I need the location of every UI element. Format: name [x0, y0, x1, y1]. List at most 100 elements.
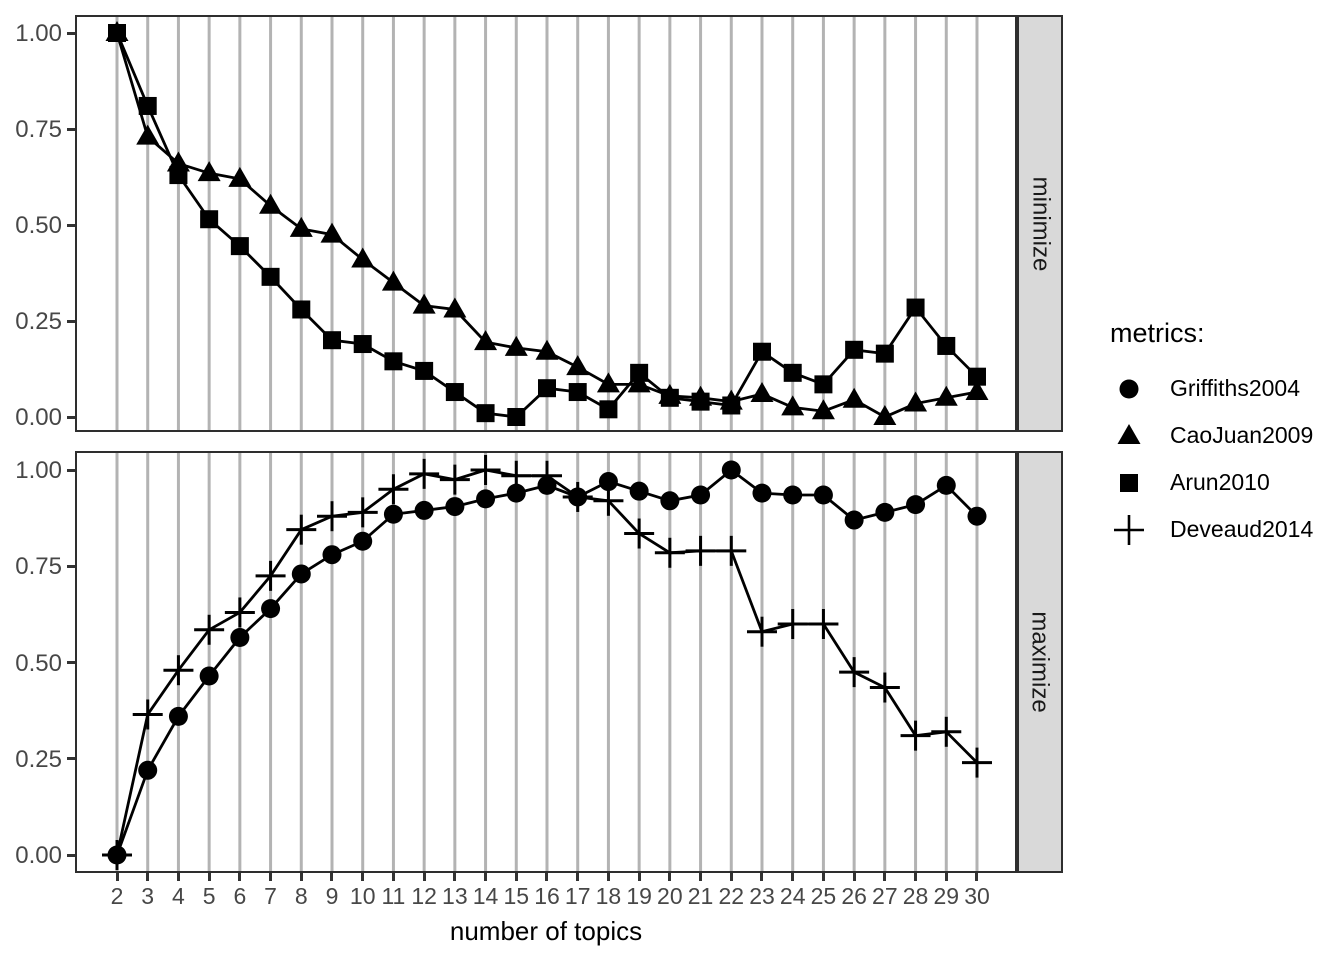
- y-axis-tick: [67, 853, 75, 857]
- x-axis-tick-label: 15: [503, 883, 530, 909]
- x-axis-tick-label: 24: [779, 883, 806, 909]
- y-axis-tick: [67, 564, 75, 568]
- legend: metrics: Griffiths2004 CaoJuan2009: [1093, 318, 1343, 553]
- triangle-marker: [904, 391, 928, 412]
- triangle-marker: [535, 339, 559, 360]
- x-axis-tick-label: 11: [381, 883, 406, 909]
- facet-strip-minimize: minimize: [1017, 15, 1063, 432]
- y-axis-tick-label: 0.25: [15, 308, 62, 335]
- triangle-marker: [842, 387, 866, 408]
- x-axis-tick: [299, 873, 303, 881]
- square-marker: [537, 379, 556, 398]
- y-axis-tick: [67, 31, 75, 35]
- y-axis-tick-label: 1.00: [15, 457, 62, 484]
- triangle-marker: [627, 372, 651, 393]
- legend-item-griffiths2004: Griffiths2004: [1093, 365, 1343, 412]
- legend-key: [1093, 510, 1165, 550]
- circle-marker: [844, 510, 864, 530]
- x-axis-tick-label: 18: [595, 883, 622, 909]
- square-marker: [967, 367, 986, 386]
- x-axis-tick-label: 21: [687, 883, 714, 909]
- x-axis-tick-label: 10: [349, 883, 376, 909]
- circle-marker: [168, 706, 188, 726]
- legend-item-deveaud2014: Deveaud2014: [1093, 506, 1343, 553]
- legend-label: CaoJuan2009: [1170, 422, 1314, 448]
- square-marker: [875, 344, 894, 363]
- x-axis-tick-label: 23: [749, 883, 775, 909]
- circle-marker: [660, 491, 680, 511]
- square-marker: [322, 331, 341, 350]
- x-axis-tick-label: 27: [872, 883, 898, 909]
- square-marker: [630, 363, 649, 382]
- square-marker: [814, 375, 833, 394]
- circle-marker: [967, 506, 987, 526]
- x-axis-tick: [238, 873, 242, 881]
- legend-label: Arun2010: [1170, 469, 1270, 495]
- facet-strip-label: maximize: [1027, 611, 1054, 713]
- x-axis-tick: [668, 873, 672, 881]
- legend-key: [1093, 463, 1165, 503]
- panel-minimize: [75, 15, 1017, 432]
- x-axis-tick-label: 4: [172, 883, 185, 909]
- panel-border: [75, 451, 1017, 873]
- x-axis-tick: [576, 873, 580, 881]
- x-axis-tick: [330, 873, 334, 881]
- circle-marker: [414, 500, 434, 520]
- y-axis-tick: [67, 468, 75, 472]
- triangle-marker: [934, 385, 958, 406]
- y-axis-tick-label: 0.50: [15, 649, 62, 677]
- x-axis-tick: [883, 873, 887, 881]
- legend-key: [1093, 416, 1165, 456]
- x-axis-tick-label: 13: [442, 883, 468, 909]
- circle-marker: [230, 627, 250, 647]
- square-marker: [937, 336, 956, 355]
- triangle-marker: [965, 380, 989, 401]
- x-axis-tick: [975, 873, 979, 881]
- square-marker: [845, 340, 864, 359]
- circle-marker: [445, 497, 465, 517]
- square-marker: [660, 388, 679, 407]
- circle-marker: [752, 483, 772, 503]
- y-axis-tick: [67, 319, 75, 323]
- triangle-marker: [351, 247, 375, 268]
- x-axis-tick-label: 30: [964, 883, 990, 909]
- square-marker: [445, 383, 464, 402]
- x-axis-tick: [361, 873, 365, 881]
- y-axis-tick-label: 0.50: [15, 212, 62, 239]
- x-axis-tick: [791, 873, 795, 881]
- square-marker: [200, 210, 219, 229]
- x-axis-tick-label: 28: [902, 883, 929, 909]
- x-axis-tick-label: 7: [264, 883, 277, 909]
- x-axis-tick-label: 3: [141, 883, 155, 909]
- circle-marker: [721, 460, 741, 480]
- triangle-marker: [259, 193, 283, 214]
- triangle-marker: [596, 372, 620, 393]
- x-axis-tick-label: 2: [110, 883, 124, 909]
- circle-marker: [291, 564, 311, 584]
- square-marker: [906, 298, 925, 317]
- y-axis-tick-label: 0.75: [15, 553, 62, 581]
- circle-marker: [813, 485, 833, 505]
- panel-border: [75, 15, 1017, 432]
- triangle-marker-icon: [1117, 423, 1141, 444]
- square-marker: [353, 335, 372, 354]
- square-marker: [292, 300, 311, 319]
- triangle-marker: [412, 293, 436, 314]
- square-marker: [169, 166, 188, 185]
- x-axis-tick: [914, 873, 918, 881]
- circle-marker: [691, 485, 711, 505]
- x-axis-tick: [760, 873, 764, 881]
- y-axis-tick: [67, 127, 75, 131]
- y-axis-tick: [67, 757, 75, 761]
- x-axis-tick: [606, 873, 610, 881]
- x-axis-tick: [453, 873, 457, 881]
- y-axis-tick: [67, 223, 75, 227]
- legend-key: [1093, 369, 1165, 409]
- square-marker: [138, 96, 157, 115]
- x-axis-tick-label: 29: [933, 883, 960, 909]
- facet-strip-label: minimize: [1027, 176, 1054, 271]
- triangle-marker: [566, 355, 590, 376]
- x-axis-tick: [115, 873, 119, 881]
- panel-maximize: [75, 451, 1017, 873]
- triangle-marker: [443, 297, 467, 318]
